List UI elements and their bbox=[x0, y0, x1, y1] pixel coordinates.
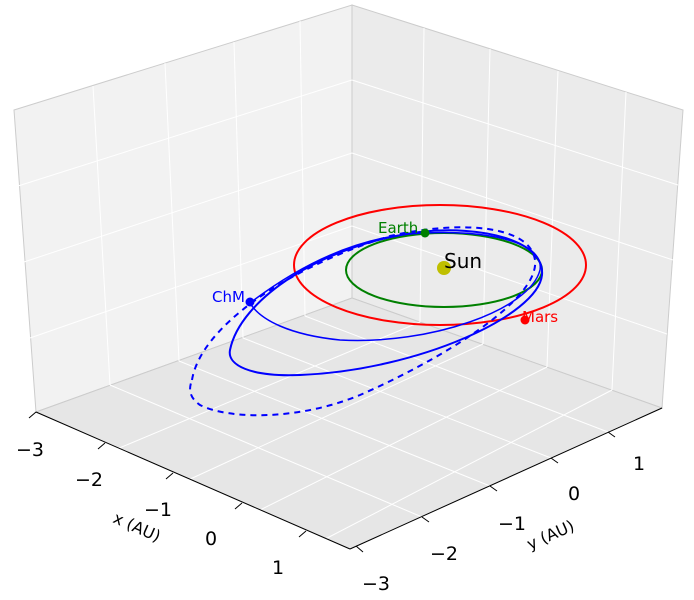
x-tick-label: −3 bbox=[16, 439, 44, 461]
x-tick-mark bbox=[234, 502, 243, 510]
x-axis-line bbox=[35, 411, 351, 550]
grid-line bbox=[351, 225, 668, 335]
y-axis-line bbox=[349, 407, 663, 550]
grid-line bbox=[546, 70, 559, 368]
mars-label: Mars bbox=[522, 308, 558, 326]
x-tick-mark bbox=[298, 530, 307, 538]
x-tick-mark bbox=[165, 472, 174, 480]
x-tick-label: 0 bbox=[205, 528, 217, 550]
grid-lines bbox=[17, 20, 679, 550]
y-tick-mark bbox=[550, 457, 559, 464]
x-tick-mark bbox=[28, 411, 37, 419]
grid-line bbox=[482, 48, 491, 345]
earth-marker bbox=[420, 228, 430, 238]
grid-line bbox=[104, 321, 421, 455]
grid-line bbox=[178, 360, 491, 487]
earth-label: Earth bbox=[378, 219, 418, 237]
grid-line bbox=[23, 152, 353, 263]
sun-label: Sun bbox=[444, 249, 482, 273]
grid-line bbox=[351, 79, 679, 186]
grid-line bbox=[305, 389, 613, 550]
y-tick-label: −3 bbox=[362, 573, 390, 595]
grid-line bbox=[109, 384, 423, 518]
grid-line bbox=[233, 41, 244, 339]
grid-line bbox=[172, 343, 484, 488]
y-axis-label: y (AU) bbox=[524, 516, 577, 554]
y-tick-labels: −3 −2 −1 0 1 bbox=[362, 453, 645, 595]
mars-orbit bbox=[293, 204, 587, 326]
x-tick-label: 1 bbox=[272, 557, 284, 579]
grid-line bbox=[611, 91, 627, 391]
x-tick-label: −1 bbox=[144, 499, 172, 521]
y-tick-label: 1 bbox=[633, 453, 645, 475]
x-tick-label: −2 bbox=[75, 469, 103, 491]
chm-orbit-dashed bbox=[189, 226, 537, 417]
grid-line bbox=[299, 20, 306, 317]
orbits bbox=[189, 204, 587, 417]
chm-marker bbox=[245, 297, 255, 307]
y-tick-mark bbox=[421, 516, 430, 523]
grid-line bbox=[29, 225, 353, 339]
chm-orbit-solid bbox=[228, 229, 544, 377]
y-tick-mark bbox=[607, 431, 616, 438]
grid-line bbox=[419, 27, 425, 323]
grid-line bbox=[17, 79, 353, 187]
grid-line bbox=[92, 85, 111, 386]
grid-line bbox=[304, 315, 609, 433]
grid-line bbox=[242, 337, 552, 459]
x-tick-labels: −3 −2 −1 0 1 bbox=[16, 439, 284, 579]
axes bbox=[28, 407, 663, 553]
x-tick-mark bbox=[97, 442, 106, 450]
mars-marker bbox=[520, 315, 530, 325]
y-tick-mark bbox=[355, 545, 364, 553]
grid-line bbox=[241, 366, 548, 520]
y-tick-label: 0 bbox=[568, 483, 580, 505]
sun-marker bbox=[437, 261, 451, 275]
chm-label: ChM bbox=[212, 288, 245, 306]
grid-line bbox=[351, 152, 674, 261]
grid-line bbox=[164, 62, 180, 362]
y-tick-mark bbox=[489, 485, 498, 492]
y-tick-label: −2 bbox=[430, 543, 458, 565]
y-tick-label: −1 bbox=[498, 513, 526, 535]
